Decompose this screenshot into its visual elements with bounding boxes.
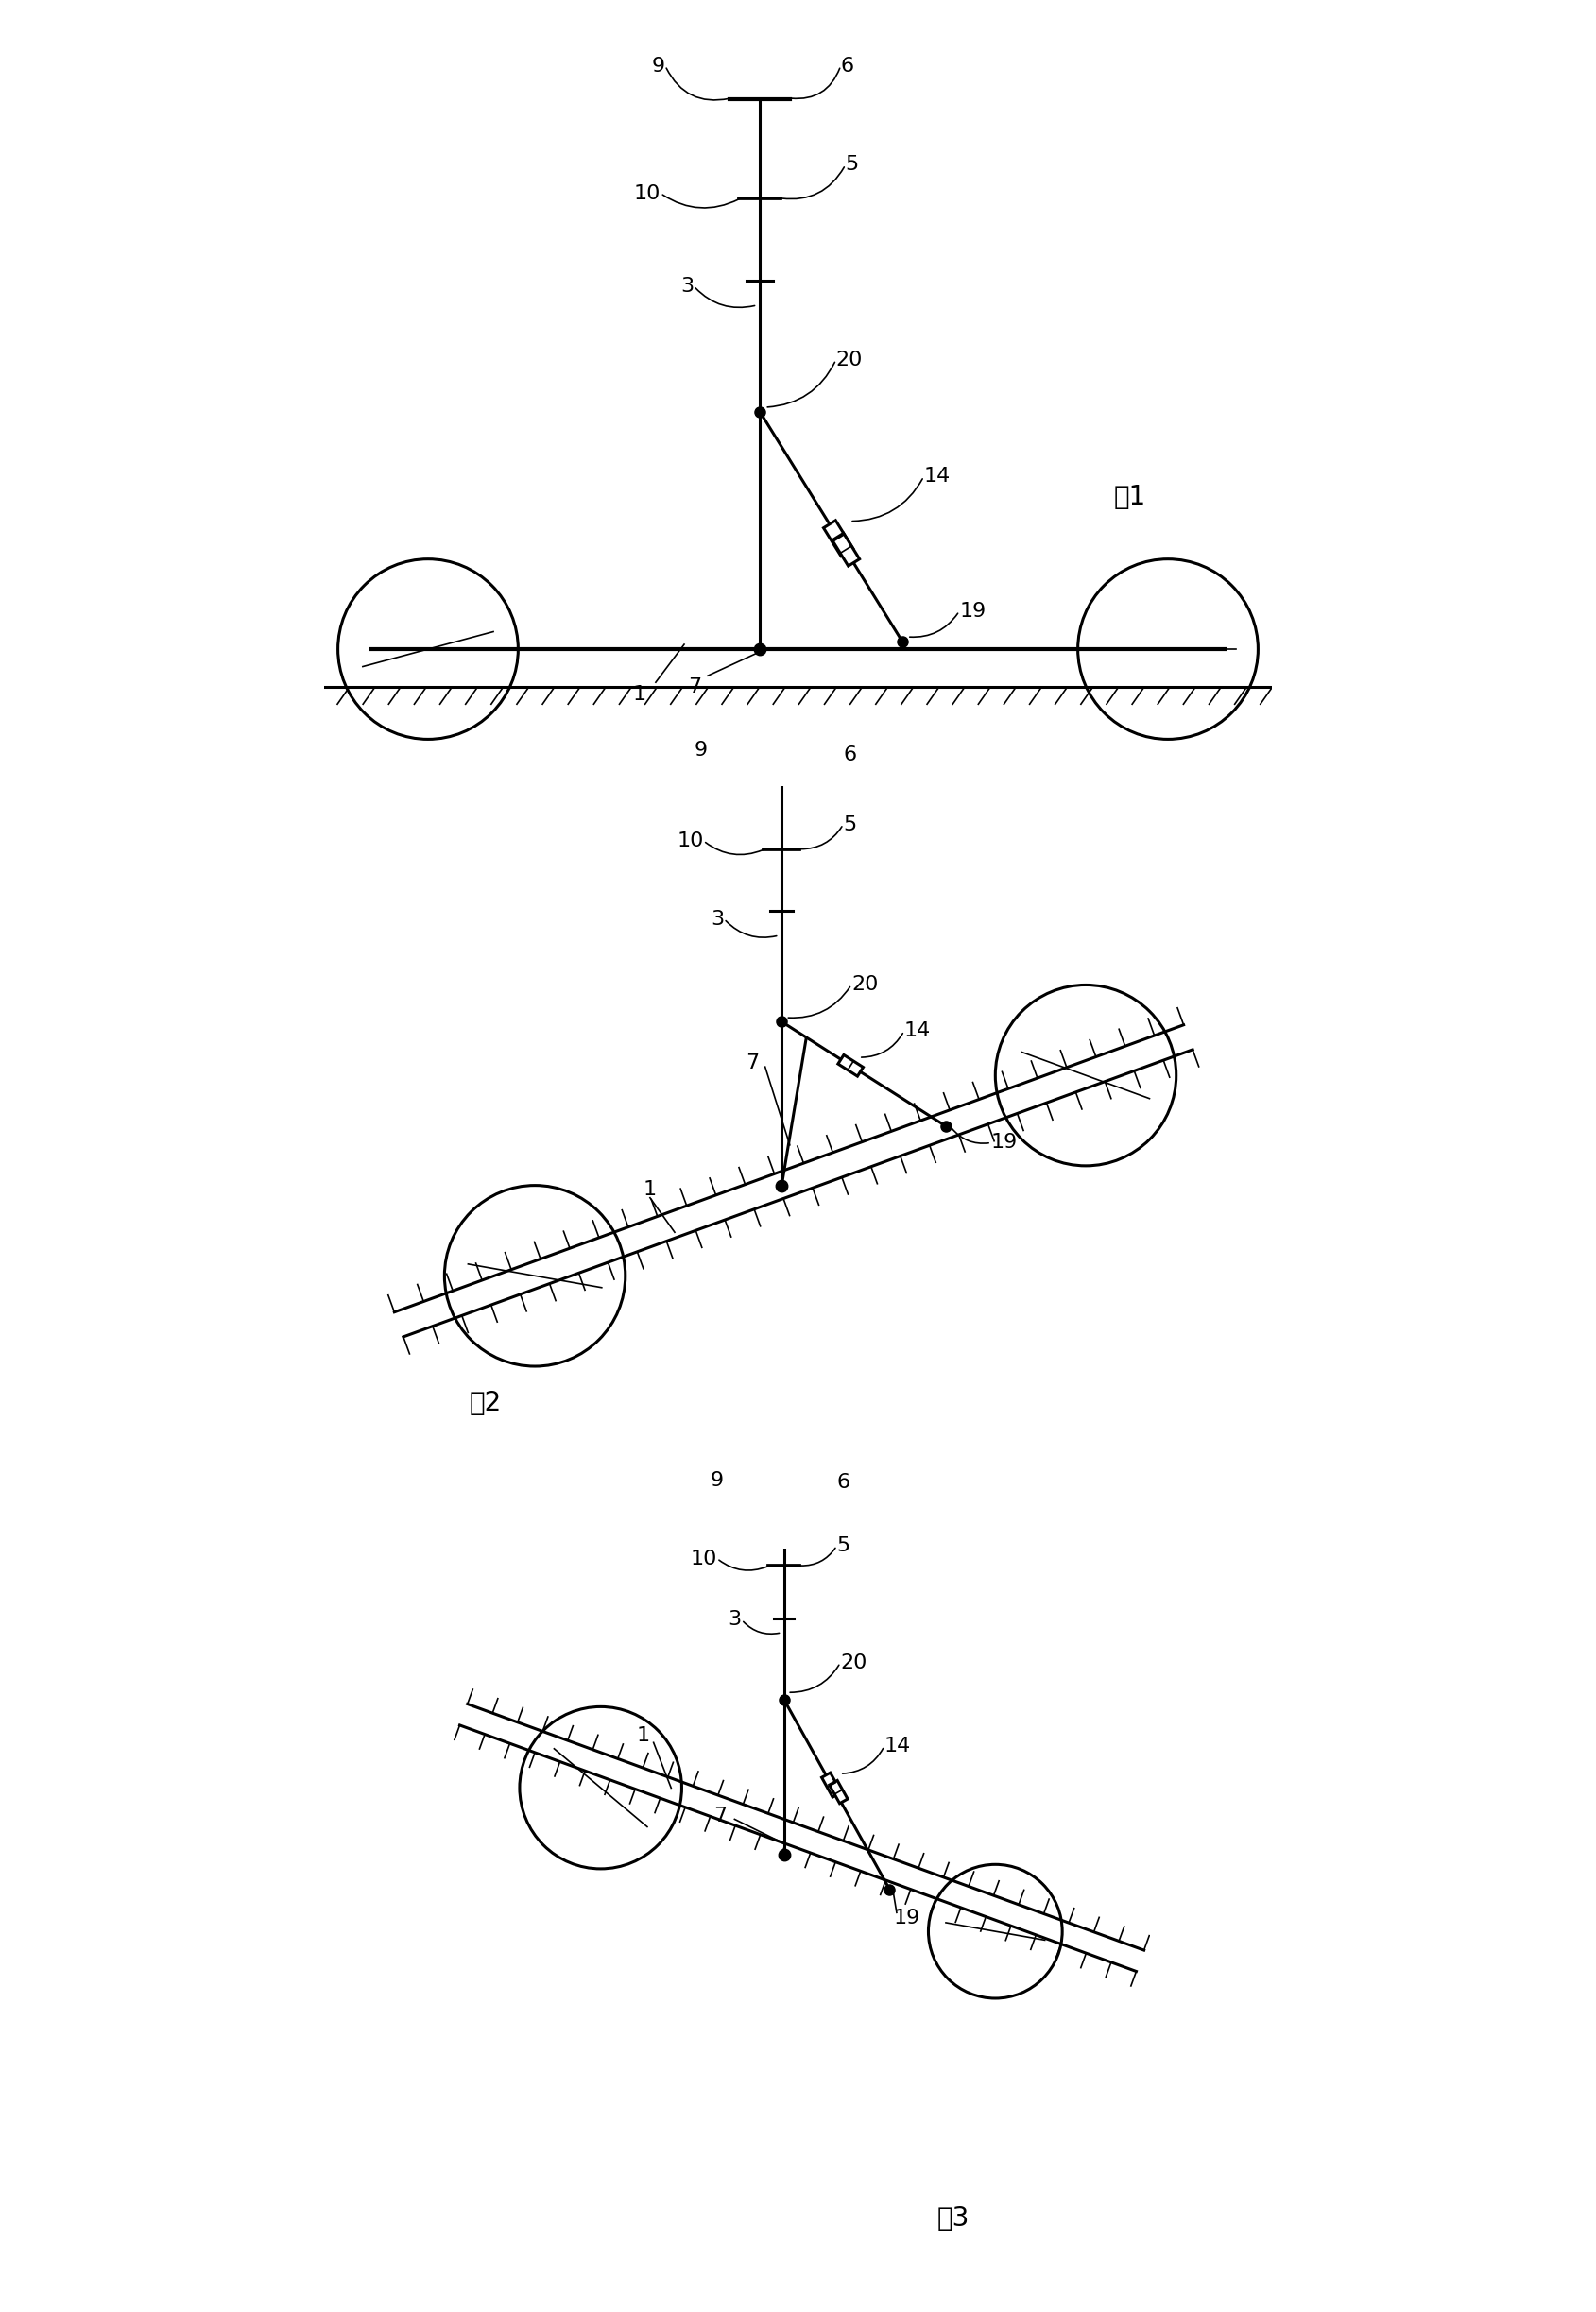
Text: 7: 7 — [688, 677, 701, 696]
Text: 1: 1 — [634, 684, 646, 705]
Text: 20: 20 — [839, 1653, 867, 1672]
Text: 14: 14 — [884, 1736, 911, 1755]
Text: 10: 10 — [634, 185, 661, 203]
Text: 14: 14 — [924, 467, 950, 486]
Text: 6: 6 — [836, 1473, 851, 1491]
Text: 5: 5 — [843, 814, 857, 835]
Polygon shape — [824, 520, 854, 557]
Text: 7: 7 — [745, 1054, 760, 1073]
Text: 20: 20 — [851, 976, 878, 994]
Text: 10: 10 — [689, 1549, 717, 1568]
Text: 9: 9 — [651, 55, 666, 76]
Text: 图2: 图2 — [469, 1390, 501, 1415]
Text: 7: 7 — [713, 1806, 728, 1824]
Polygon shape — [822, 1773, 841, 1796]
Polygon shape — [838, 1054, 863, 1077]
Text: 5: 5 — [846, 155, 859, 173]
Text: 20: 20 — [836, 351, 863, 370]
Text: 19: 19 — [959, 601, 986, 620]
Text: 1: 1 — [637, 1727, 650, 1746]
Text: 5: 5 — [836, 1537, 851, 1556]
Polygon shape — [830, 1780, 847, 1803]
Text: 6: 6 — [841, 55, 854, 76]
Text: 3: 3 — [710, 909, 725, 929]
Text: 1: 1 — [643, 1179, 656, 1200]
Text: 14: 14 — [903, 1022, 930, 1040]
Text: 19: 19 — [894, 1907, 919, 1926]
Text: 6: 6 — [843, 744, 857, 763]
Polygon shape — [832, 534, 860, 566]
Text: 图3: 图3 — [937, 2206, 969, 2231]
Text: 图1: 图1 — [1114, 483, 1146, 511]
Text: 9: 9 — [710, 1470, 725, 1491]
Text: 3: 3 — [680, 277, 694, 296]
Text: 9: 9 — [694, 740, 707, 761]
Text: 10: 10 — [677, 832, 704, 851]
Text: 3: 3 — [728, 1611, 742, 1630]
Text: 19: 19 — [991, 1133, 1018, 1151]
